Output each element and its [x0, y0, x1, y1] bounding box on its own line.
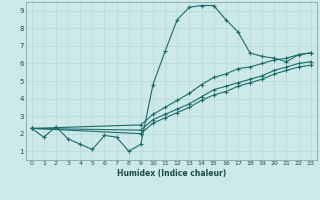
X-axis label: Humidex (Indice chaleur): Humidex (Indice chaleur): [116, 169, 226, 178]
